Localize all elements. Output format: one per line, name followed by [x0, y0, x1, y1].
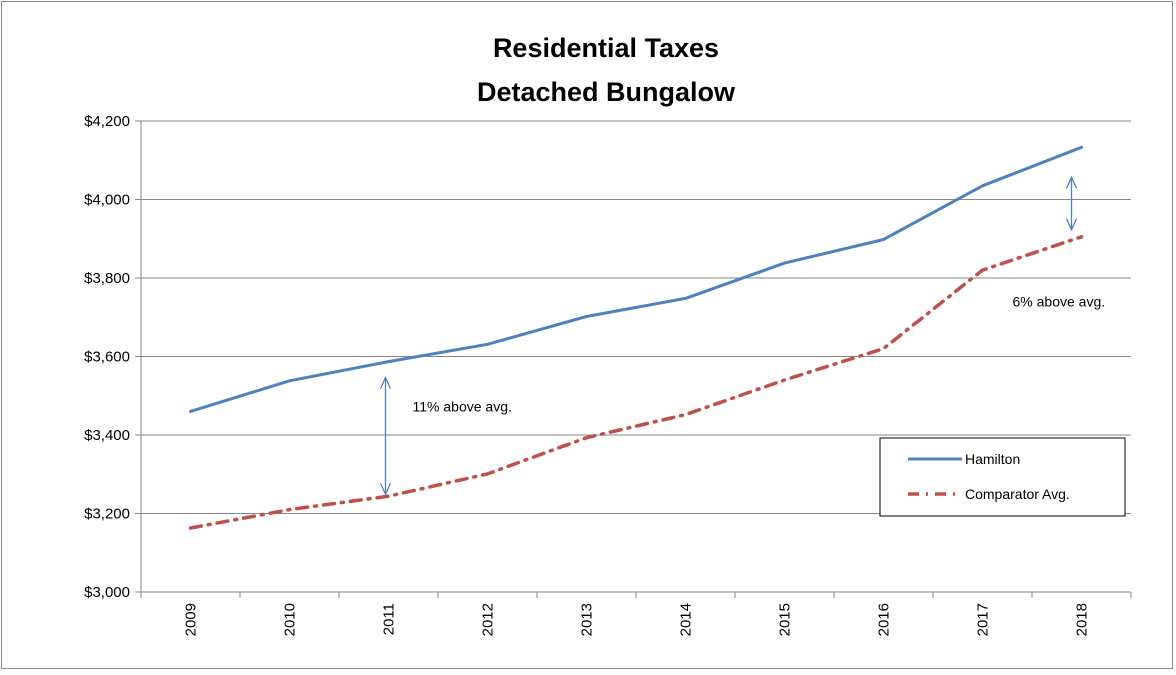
- x-tick-label-2015: 2015: [777, 603, 794, 636]
- y-tick-label-4000: $4,000: [84, 192, 130, 209]
- x-tick-label-2011: 2011: [381, 603, 398, 635]
- chart-subtitle: Detached Bungalow: [477, 77, 736, 107]
- legend-label-comparator: Comparator Avg.: [965, 486, 1070, 502]
- legend-label-hamilton: Hamilton: [965, 451, 1020, 467]
- y-tick-label-3800: $3,800: [84, 270, 130, 287]
- x-tick-label-2013: 2013: [579, 603, 596, 636]
- legend: Hamilton Comparator Avg.: [880, 438, 1125, 516]
- y-tick-label-4200: $4,200: [84, 113, 130, 130]
- x-tick-label-2014: 2014: [678, 603, 695, 636]
- x-tick-label-2018: 2018: [1074, 603, 1091, 636]
- x-tick-label-2010: 2010: [282, 603, 299, 636]
- y-tick-label-3200: $3,200: [84, 506, 130, 523]
- chart-title: Residential Taxes: [493, 33, 719, 63]
- annotation-label-2011: 11% above avg.: [413, 398, 512, 414]
- y-tick-label-3000: $3,000: [84, 584, 130, 601]
- y-tick-label-3600: $3,600: [84, 349, 130, 366]
- x-tick-label-2009: 2009: [183, 603, 200, 636]
- legend-box: [880, 438, 1125, 516]
- y-tick-label-3400: $3,400: [84, 427, 130, 444]
- annotation-label-2018: 6% above avg.: [1013, 293, 1106, 309]
- x-tick-label-2012: 2012: [480, 603, 497, 636]
- x-tick-label-2017: 2017: [975, 603, 992, 636]
- x-tick-label-2016: 2016: [876, 603, 893, 636]
